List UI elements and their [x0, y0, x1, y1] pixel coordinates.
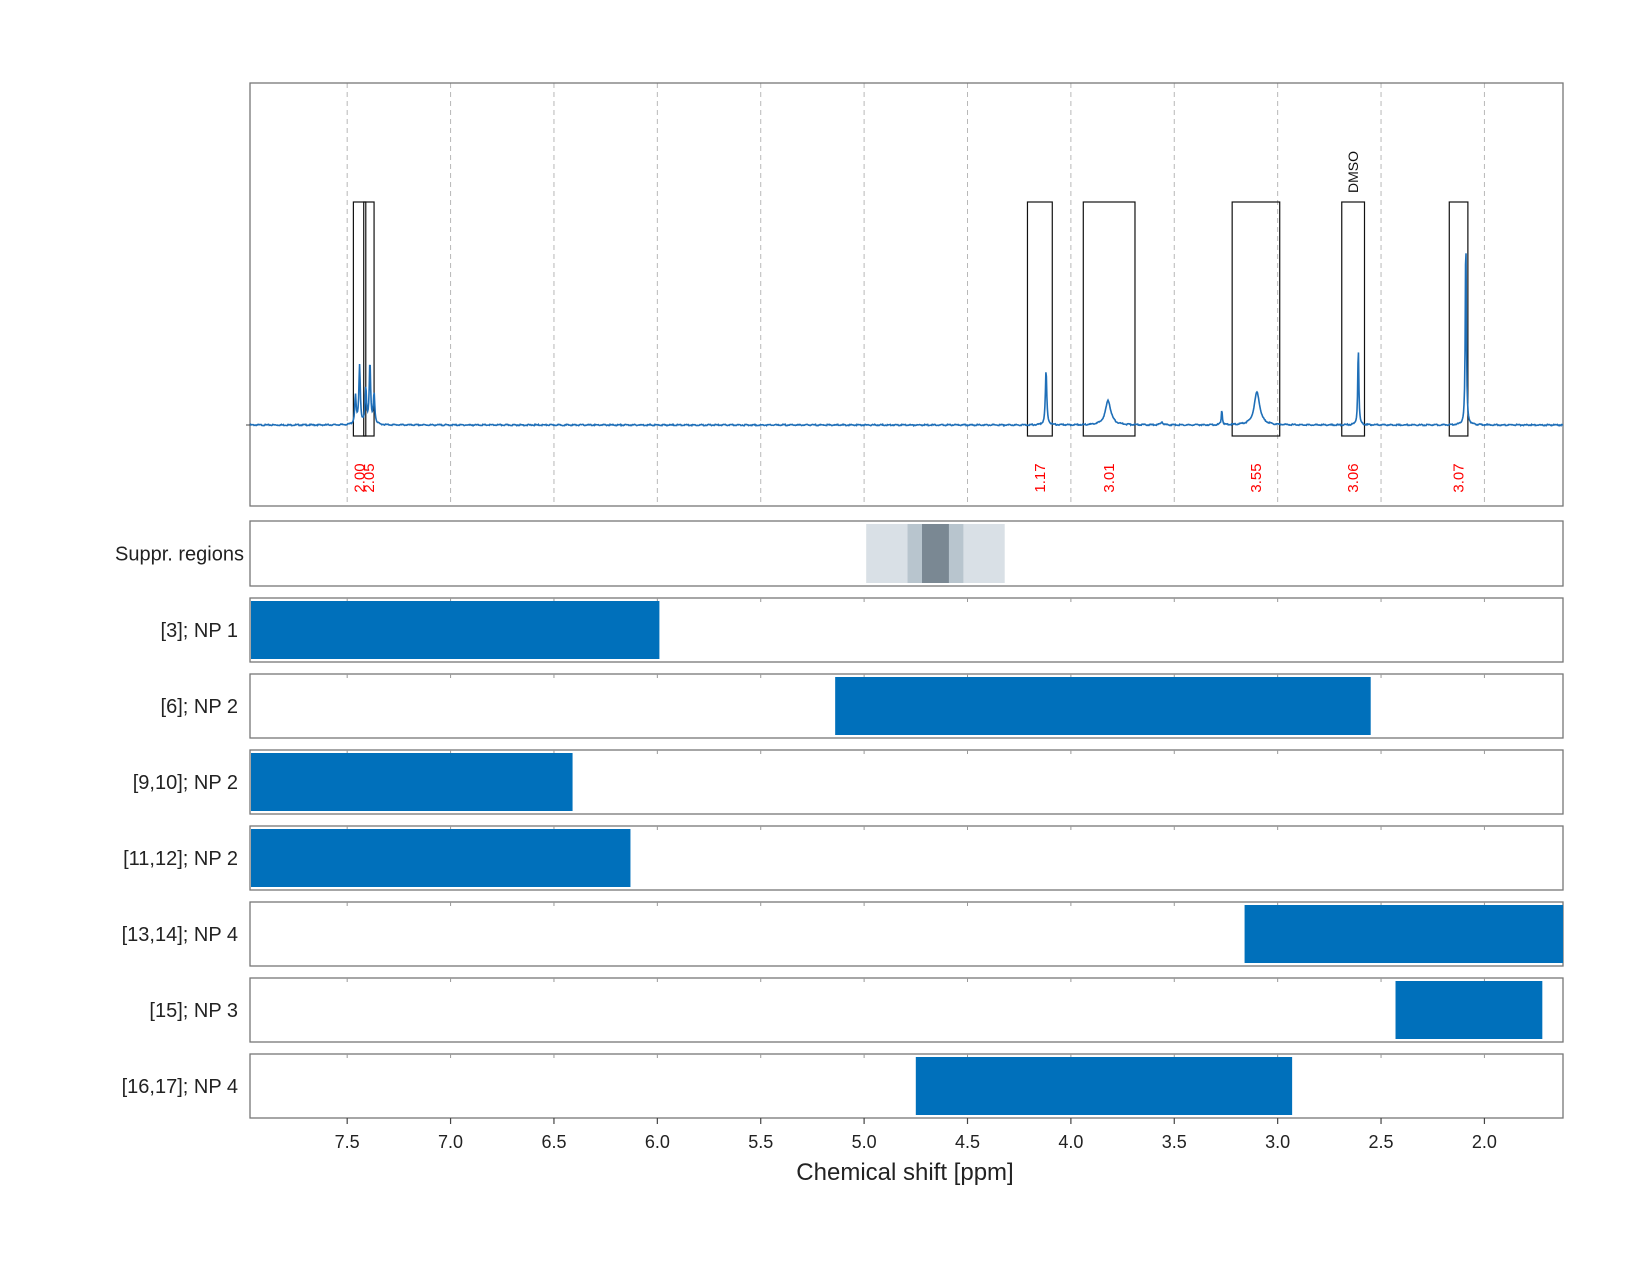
spectrum-panel: 2.002.05 1.17 3.01 3.55 3.06 DMSO 3.07: [246, 82, 1564, 507]
x-tick-label: 5.5: [748, 1132, 773, 1152]
x-tick-label: 7.5: [335, 1132, 360, 1152]
assignment-bar: [835, 677, 1371, 735]
assignment-label: [15]; NP 3: [149, 1000, 238, 1022]
x-tick-label: 2.5: [1369, 1132, 1394, 1152]
assignment-label: [11,12]; NP 2: [123, 848, 238, 870]
x-tick-label: 6.5: [541, 1132, 566, 1152]
x-tick-label: 6.0: [645, 1132, 670, 1152]
integral-value: 2.05: [361, 463, 378, 492]
assignment-label: [9,10]; NP 2: [133, 772, 238, 794]
assignment-bar: [251, 753, 573, 811]
x-tick-label: 4.0: [1058, 1132, 1083, 1152]
integral-value: 3.06: [1345, 463, 1362, 492]
assignment-bar: [251, 601, 660, 659]
x-axis: 7.5 7.0 6.5 6.0 5.5 5.0 4.5 4.0 3.5 3.0 2.5 2.0: [335, 1118, 1497, 1152]
x-tick-label: 4.5: [955, 1132, 980, 1152]
integration-box: [1026, 201, 1053, 437]
assignment-panels: [3]; NP 1 [6]; NP 2 [9,10]; NP 2 [11,12]; N…: [122, 597, 1564, 1119]
integral-value: 2.00: [352, 463, 369, 492]
assignment-bar: [1244, 905, 1563, 963]
integral-value: 3.07: [1451, 463, 1468, 492]
assignment-frame: [249, 1053, 1564, 1119]
integration-box: [352, 201, 367, 437]
integration-box: [1231, 201, 1281, 437]
x-tick-label: 5.0: [852, 1132, 877, 1152]
assignment-label: [3]; NP 1: [161, 620, 238, 642]
suppression-panel: Suppr. regions: [115, 520, 1564, 587]
assignment-label: [16,17]; NP 4: [122, 1076, 238, 1098]
suppression-band: [922, 524, 949, 583]
integral-value: 1.17: [1032, 463, 1049, 492]
gridlines: [346, 83, 1485, 506]
spectrum-line: [249, 253, 1564, 428]
x-tick-label: 3.5: [1162, 1132, 1187, 1152]
integration-box: [1341, 201, 1366, 437]
x-tick-label: 3.0: [1265, 1132, 1290, 1152]
assignment-label: [13,14]; NP 4: [122, 924, 238, 946]
assignment-bar: [1395, 981, 1543, 1039]
assignment-frame: [249, 977, 1564, 1043]
integration-box: [1448, 201, 1469, 437]
integration-box: [363, 201, 375, 437]
spectrum-frame: [249, 82, 1564, 507]
assignment-bar: [251, 829, 631, 887]
integral-value: 3.55: [1248, 463, 1265, 492]
integral-value: 3.01: [1101, 463, 1118, 492]
assignment-label: [6]; NP 2: [161, 696, 238, 718]
x-tick-label: 2.0: [1472, 1132, 1497, 1152]
assignment-bar: [915, 1057, 1293, 1115]
integration-box: [1082, 201, 1136, 437]
x-tick-label: 7.0: [438, 1132, 463, 1152]
x-axis-label: Chemical shift [ppm]: [796, 1159, 1013, 1186]
suppression-label: Suppr. regions: [115, 544, 244, 566]
solvent-label: DMSO: [1345, 151, 1361, 193]
